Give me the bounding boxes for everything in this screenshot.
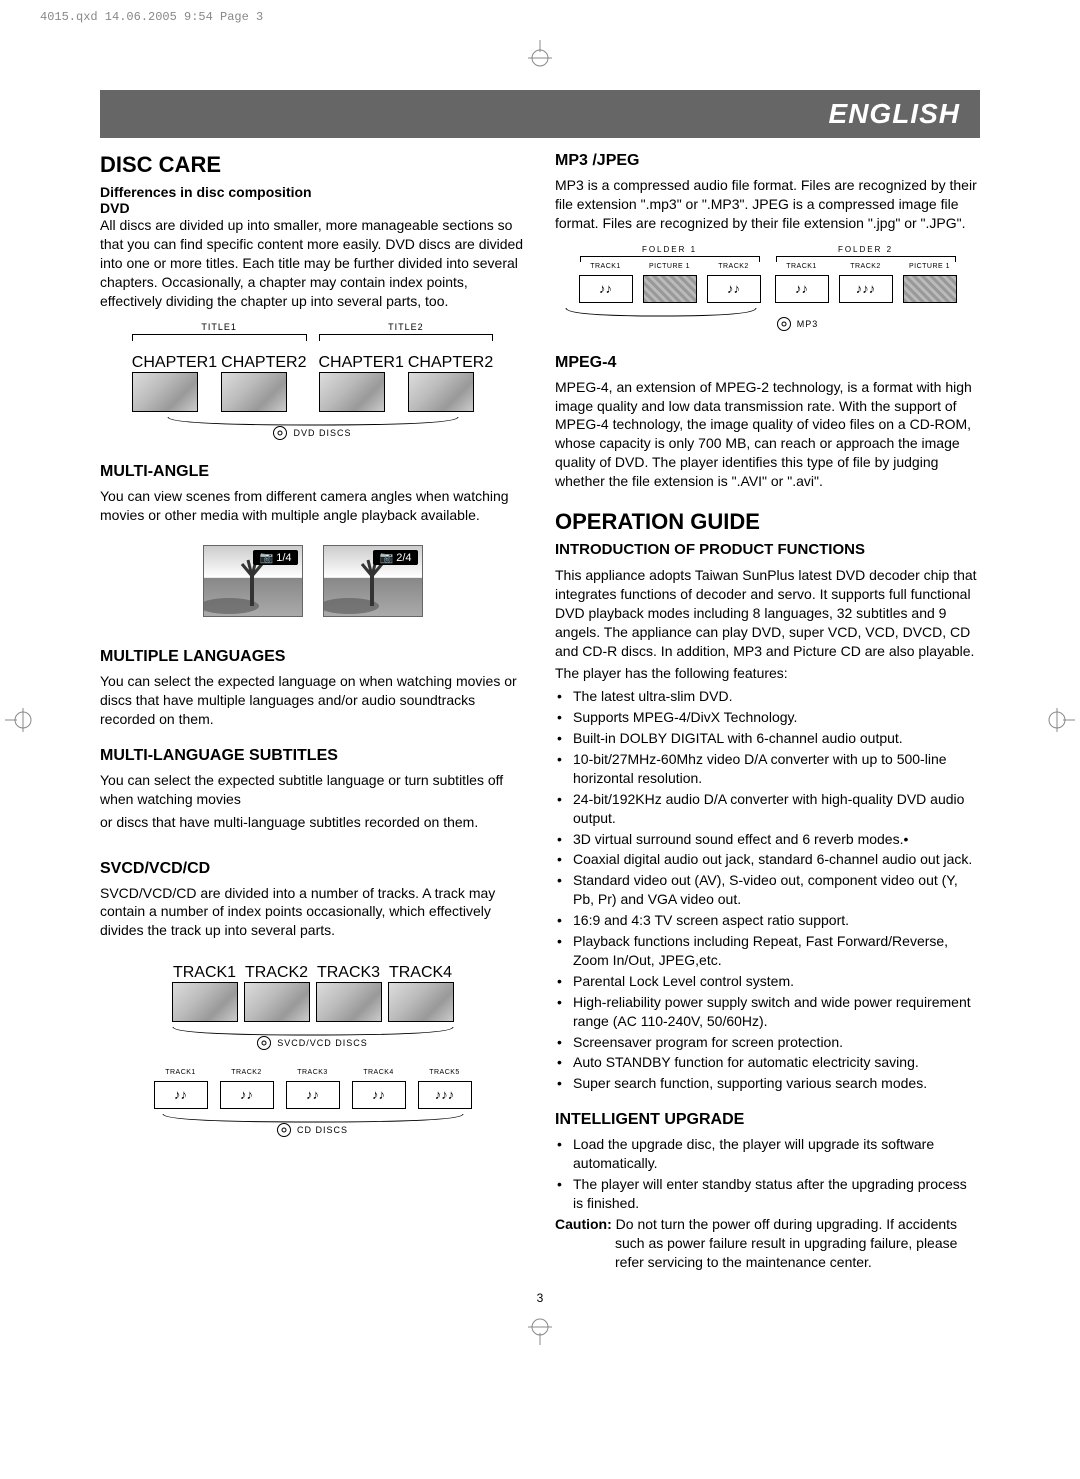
feature-item: 16:9 and 4:3 TV screen aspect ratio supp…: [573, 911, 980, 930]
multi-lang-subtitles-heading: MULTI-LANGUAGE SUBTITLES: [100, 747, 525, 765]
feature-item: Built-in DOLBY DIGITAL with 6-channel au…: [573, 729, 980, 748]
multi-lang-subtitles-body2: or discs that have multi-language subtit…: [100, 813, 525, 832]
mp3-body: MP3 is a compressed audio file format. F…: [555, 176, 980, 233]
feature-item: 10-bit/27MHz-60Mhz video D/A converter w…: [573, 750, 980, 788]
feature-item: Playback functions including Repeat, Fas…: [573, 932, 980, 970]
upgrade-item: The player will enter standby status aft…: [573, 1175, 980, 1213]
multi-angle-heading: MULTI-ANGLE: [100, 463, 525, 481]
dvd-label: DVD: [100, 200, 525, 216]
operation-body1: This appliance adopts Taiwan SunPlus lat…: [555, 566, 980, 660]
feature-item: Parental Lock Level control system.: [573, 972, 980, 991]
language-banner: ENGLISH: [100, 90, 980, 138]
angle-thumbs: 📷 1/4 📷 2/4: [100, 537, 525, 630]
svcd-body: SVCD/VCD/CD are divided into a number of…: [100, 884, 525, 941]
print-header: 4015.qxd 14.06.2005 9:54 Page 3: [0, 0, 1080, 40]
diff-subtitle: Differences in disc composition: [100, 184, 525, 200]
crop-mark-left: [5, 700, 35, 745]
caution-body: Do not turn the power off during upgradi…: [612, 1216, 958, 1270]
disc-care-heading: DISC CARE: [100, 152, 525, 178]
page-number: 3: [100, 1291, 980, 1305]
crop-mark-top: [0, 40, 1080, 70]
caution-text: Caution: Do not turn the power off durin…: [555, 1215, 980, 1272]
crop-mark-bottom: [0, 1315, 1080, 1345]
feature-item: Screensaver program for screen protectio…: [573, 1033, 980, 1052]
feature-item: 3D virtual surround sound effect and 6 r…: [573, 830, 980, 849]
feature-item: The latest ultra-slim DVD.: [573, 687, 980, 706]
feature-item: High-reliability power supply switch and…: [573, 993, 980, 1031]
feature-item: Auto STANDBY function for automatic elec…: [573, 1053, 980, 1072]
operation-body2: The player has the following features:: [555, 664, 980, 683]
dvd-body: All discs are divided up into smaller, m…: [100, 216, 525, 310]
feature-item: Standard video out (AV), S-video out, co…: [573, 871, 980, 909]
feature-item: Supports MPEG-4/DivX Technology.: [573, 708, 980, 727]
crop-mark-right: [1045, 700, 1075, 745]
multi-angle-body: You can view scenes from different camer…: [100, 487, 525, 525]
left-column: DISC CARE Differences in disc compositio…: [100, 152, 525, 1271]
multiple-languages-body: You can select the expected language on …: [100, 672, 525, 729]
intro-functions-heading: INTRODUCTION OF PRODUCT FUNCTIONS: [555, 541, 980, 558]
feature-item: 24-bit/192KHz audio D/A converter with h…: [573, 790, 980, 828]
caution-label: Caution:: [555, 1216, 612, 1232]
mp3-diagram: FOLDER 1TRACK1♪♪PICTURE 1TRACK2♪♪FOLDER …: [555, 245, 980, 336]
multi-lang-subtitles-body1: You can select the expected subtitle lan…: [100, 771, 525, 809]
mp3-heading: MP3 /JPEG: [555, 152, 980, 170]
dvd-diagram: TITLE1CHAPTER1CHAPTER2TITLE2CHAPTER1CHAP…: [100, 322, 525, 445]
upgrade-list: Load the upgrade disc, the player will u…: [555, 1135, 980, 1213]
svcd-heading: SVCD/VCD/CD: [100, 860, 525, 878]
feature-item: Super search function, supporting variou…: [573, 1074, 980, 1093]
page-content: ENGLISH DISC CARE Differences in disc co…: [100, 90, 980, 1305]
mpeg4-heading: MPEG-4: [555, 354, 980, 372]
angle-thumbnail: 📷 2/4: [323, 545, 423, 617]
angle-thumbnail: 📷 1/4: [203, 545, 303, 617]
operation-guide-heading: OPERATION GUIDE: [555, 509, 980, 535]
features-list: The latest ultra-slim DVD. Supports MPEG-…: [555, 687, 980, 1093]
mpeg4-body: MPEG-4, an extension of MPEG-2 technolog…: [555, 378, 980, 491]
right-column: MP3 /JPEG MP3 is a compressed audio file…: [555, 152, 980, 1271]
upgrade-item: Load the upgrade disc, the player will u…: [573, 1135, 980, 1173]
intelligent-upgrade-heading: INTELLIGENT UPGRADE: [555, 1111, 980, 1129]
multiple-languages-heading: MULTIPLE LANGUAGES: [100, 648, 525, 666]
feature-item: Coaxial digital audio out jack, standard…: [573, 850, 980, 869]
svcd-diagram: TRACK1TRACK2TRACK3TRACK4SVCD/VCD DISCSTR…: [100, 952, 525, 1142]
